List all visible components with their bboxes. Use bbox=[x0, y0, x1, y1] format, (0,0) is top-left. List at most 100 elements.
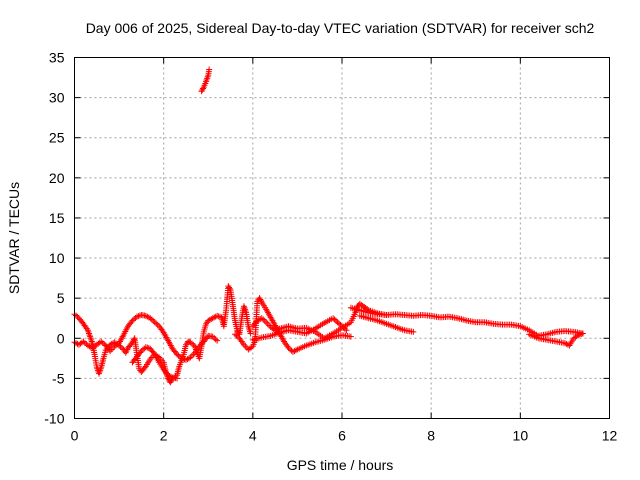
data-points bbox=[71, 66, 586, 386]
y-tick-label: 30 bbox=[49, 90, 65, 106]
series-trace-d bbox=[232, 295, 354, 355]
data-point-marker bbox=[144, 344, 151, 351]
data-point-marker bbox=[72, 312, 79, 319]
x-tick-label: 4 bbox=[249, 428, 257, 444]
data-point-marker bbox=[292, 347, 299, 354]
data-point-marker bbox=[129, 317, 136, 324]
y-tick-label: 10 bbox=[49, 250, 65, 266]
y-axis-label: SDTVAR / TECUs bbox=[6, 182, 22, 294]
data-point-marker bbox=[98, 338, 105, 345]
data-point-marker bbox=[117, 343, 124, 350]
data-point-marker bbox=[285, 344, 292, 351]
data-point-marker bbox=[133, 313, 140, 320]
data-point-marker bbox=[331, 316, 338, 323]
data-point-marker bbox=[141, 364, 148, 371]
x-axis-label: GPS time / hours bbox=[287, 457, 394, 473]
data-point-marker bbox=[154, 321, 161, 328]
data-point-marker bbox=[336, 320, 343, 327]
data-point-marker bbox=[214, 312, 221, 319]
y-tick-label: 25 bbox=[49, 130, 65, 146]
data-point-marker bbox=[225, 283, 232, 290]
data-point-marker bbox=[257, 296, 264, 303]
data-point-marker bbox=[178, 355, 185, 362]
x-tick-label: 2 bbox=[160, 428, 168, 444]
data-point-marker bbox=[130, 336, 137, 343]
y-tick-label: -10 bbox=[44, 411, 64, 427]
data-point-marker bbox=[175, 352, 182, 359]
data-point-marker bbox=[257, 316, 264, 323]
data-point-marker bbox=[334, 319, 341, 326]
data-point-marker bbox=[273, 326, 280, 333]
x-tick-label: 8 bbox=[427, 428, 435, 444]
data-point-marker bbox=[187, 339, 194, 346]
y-tick-label: 35 bbox=[49, 50, 65, 66]
data-point-marker bbox=[232, 331, 238, 338]
data-point-marker bbox=[258, 315, 265, 322]
series-trace-j bbox=[198, 66, 213, 95]
data-point-marker bbox=[198, 88, 205, 95]
data-point-marker bbox=[148, 316, 155, 323]
data-point-marker bbox=[74, 313, 81, 320]
data-point-marker bbox=[579, 330, 586, 337]
data-point-marker bbox=[150, 317, 157, 324]
y-tick-label: 5 bbox=[57, 290, 65, 306]
data-point-marker bbox=[343, 327, 350, 334]
x-tick-label: 6 bbox=[338, 428, 346, 444]
chart-title: Day 006 of 2025, Sidereal Day-to-day VTE… bbox=[86, 20, 595, 36]
data-point-marker bbox=[258, 297, 265, 304]
data-point-marker bbox=[226, 284, 233, 291]
data-point-marker bbox=[209, 333, 216, 340]
y-tick-label: 15 bbox=[49, 210, 65, 226]
data-point-marker bbox=[137, 349, 144, 356]
data-point-marker bbox=[168, 373, 175, 380]
data-point-marker bbox=[341, 325, 348, 332]
data-point-marker bbox=[333, 317, 340, 324]
plot-frame bbox=[74, 57, 610, 419]
data-point-marker bbox=[272, 327, 279, 334]
data-point-marker bbox=[172, 349, 179, 356]
series-trace-b bbox=[71, 312, 221, 363]
data-point-marker bbox=[79, 319, 86, 326]
data-point-marker bbox=[576, 331, 583, 338]
data-point-marker bbox=[575, 332, 582, 339]
data-point-marker bbox=[339, 323, 345, 330]
data-point-marker bbox=[199, 86, 206, 93]
data-point-marker bbox=[188, 340, 195, 347]
y-tick-labels: -10 -5 0 5 10 15 20 25 30 35 bbox=[44, 50, 64, 427]
data-point-marker bbox=[214, 337, 221, 344]
x-tick-label: 12 bbox=[602, 428, 618, 444]
data-point-marker bbox=[256, 295, 263, 302]
data-point-marker bbox=[206, 66, 213, 73]
data-point-marker bbox=[130, 316, 137, 323]
y-tick-label: 0 bbox=[57, 330, 65, 346]
x-tick-label: 0 bbox=[71, 428, 79, 444]
data-point-marker bbox=[226, 285, 233, 292]
data-point-marker bbox=[174, 351, 181, 358]
data-point-marker bbox=[80, 338, 87, 345]
data-point-marker bbox=[578, 330, 585, 337]
data-point-marker bbox=[200, 85, 207, 92]
data-point-marker bbox=[151, 319, 158, 326]
data-point-marker bbox=[147, 315, 154, 322]
data-point-marker bbox=[142, 344, 149, 351]
data-point-marker bbox=[347, 333, 354, 340]
data-point-marker bbox=[260, 316, 267, 323]
data-point-marker bbox=[234, 333, 241, 340]
data-point-marker bbox=[128, 319, 135, 326]
data-point-marker bbox=[204, 334, 211, 341]
data-point-marker bbox=[211, 335, 218, 342]
data-point-marker bbox=[119, 345, 126, 352]
data-point-marker bbox=[233, 332, 240, 339]
data-point-marker bbox=[337, 321, 344, 328]
data-point-marker bbox=[167, 379, 174, 386]
data-point-marker bbox=[81, 339, 88, 346]
series-trace-h bbox=[356, 312, 417, 335]
data-point-marker bbox=[330, 315, 337, 322]
data-point-marker bbox=[286, 346, 293, 353]
series-trace-i bbox=[526, 330, 586, 349]
data-point-marker bbox=[138, 348, 145, 355]
y-tick-label: -5 bbox=[52, 370, 65, 386]
data-point-marker bbox=[261, 317, 268, 324]
data-point-marker bbox=[139, 346, 146, 353]
data-point-marker bbox=[101, 341, 108, 348]
